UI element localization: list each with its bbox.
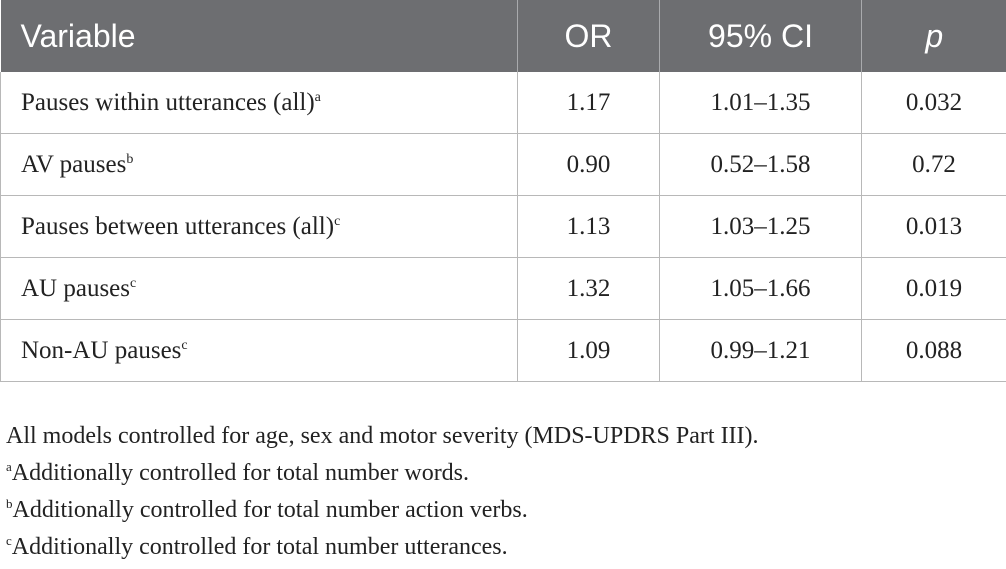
variable-cell: Non-AU pausesc bbox=[0, 319, 518, 382]
footnote-mark-a: a bbox=[6, 459, 12, 474]
or-cell: 1.13 bbox=[517, 195, 660, 258]
variable-cell: Pauses between utterances (all)c bbox=[0, 195, 518, 258]
p-cell: 0.019 bbox=[861, 257, 1006, 320]
variable-label: Pauses within utterances (all) bbox=[21, 88, 315, 116]
p-cell: 0.088 bbox=[861, 319, 1006, 382]
ci-cell: 0.52–1.58 bbox=[659, 133, 862, 196]
ci-cell: 1.03–1.25 bbox=[659, 195, 862, 258]
variable-label: Non-AU pauses bbox=[21, 336, 182, 364]
table-row: AU pausesc 1.32 1.05–1.66 0.019 bbox=[0, 257, 1006, 320]
p-cell: 0.013 bbox=[861, 195, 1006, 258]
or-cell: 1.17 bbox=[517, 72, 660, 134]
table-body: Pauses within utterances (all)a 1.17 1.0… bbox=[0, 72, 1006, 382]
table-row: Pauses between utterances (all)c 1.13 1.… bbox=[0, 195, 1006, 258]
variable-label: AU pauses bbox=[21, 274, 131, 302]
footnote-text-c: Additionally controlled for total number… bbox=[11, 534, 508, 560]
p-cell: 0.032 bbox=[861, 72, 1006, 134]
footnote-text-b: Additionally controlled for total number… bbox=[12, 497, 528, 523]
table-row: Pauses within utterances (all)a 1.17 1.0… bbox=[0, 72, 1006, 134]
footnote-marker: c bbox=[130, 275, 137, 291]
header-p: p bbox=[861, 0, 1006, 72]
footnote-mark-b: b bbox=[6, 496, 13, 511]
footnote-mark-c: c bbox=[6, 533, 12, 548]
footnote-marker: a bbox=[314, 89, 321, 105]
variable-label: AV pauses bbox=[21, 150, 127, 178]
footnote-main: All models controlled for age, sex and m… bbox=[6, 423, 759, 449]
or-cell: 0.90 bbox=[517, 133, 660, 196]
variable-label: Pauses between utterances (all) bbox=[21, 212, 335, 240]
variable-cell: Pauses within utterances (all)a bbox=[0, 72, 518, 134]
ci-cell: 0.99–1.21 bbox=[659, 319, 862, 382]
table-header: Variable OR 95% CI p bbox=[0, 0, 1006, 72]
table-footnotes: All models controlled for age, sex and m… bbox=[6, 418, 759, 566]
results-table-container: Variable OR 95% CI p Pauses within utter… bbox=[0, 0, 1006, 382]
header-ci: 95% CI bbox=[659, 0, 862, 72]
footnote-c: cAdditionally controlled for total numbe… bbox=[6, 529, 759, 566]
header-row: Variable OR 95% CI p bbox=[0, 0, 1006, 72]
footnote-text-a: Additionally controlled for total number… bbox=[11, 460, 470, 486]
footnote-b: bAdditionally controlled for total numbe… bbox=[6, 492, 759, 529]
header-variable: Variable bbox=[0, 0, 518, 72]
header-p-label: p bbox=[925, 17, 944, 54]
header-or: OR bbox=[517, 0, 660, 72]
footnote-marker: c bbox=[334, 213, 341, 229]
ci-cell: 1.05–1.66 bbox=[659, 257, 862, 320]
or-cell: 1.32 bbox=[517, 257, 660, 320]
footnote-a: aAdditionally controlled for total numbe… bbox=[6, 455, 759, 492]
table-row: Non-AU pausesc 1.09 0.99–1.21 0.088 bbox=[0, 319, 1006, 382]
footnote-marker: c bbox=[181, 337, 188, 353]
variable-cell: AV pausesb bbox=[0, 133, 518, 196]
footnote-marker: b bbox=[126, 151, 134, 167]
variable-cell: AU pausesc bbox=[0, 257, 518, 320]
p-cell: 0.72 bbox=[861, 133, 1006, 196]
table-row: AV pausesb 0.90 0.52–1.58 0.72 bbox=[0, 133, 1006, 196]
odds-ratio-table: Variable OR 95% CI p Pauses within utter… bbox=[0, 0, 1006, 382]
or-cell: 1.09 bbox=[517, 319, 660, 382]
ci-cell: 1.01–1.35 bbox=[659, 72, 862, 134]
